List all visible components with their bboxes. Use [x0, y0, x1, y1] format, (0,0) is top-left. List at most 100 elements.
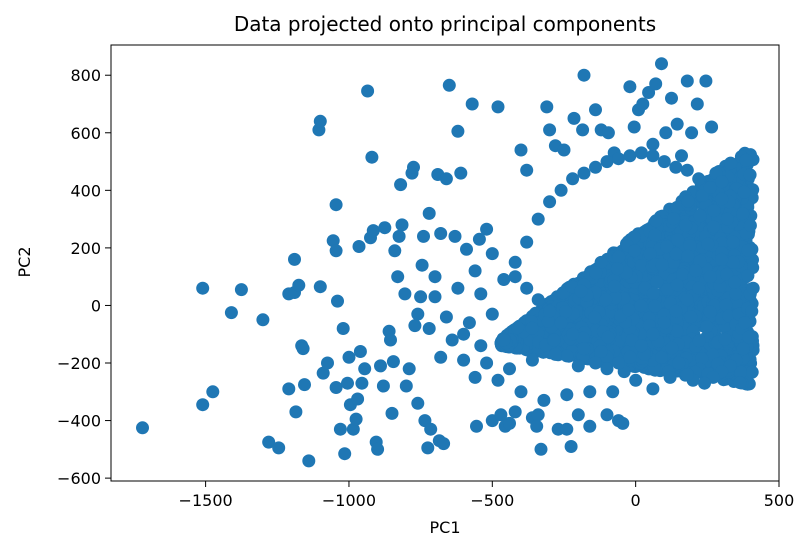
- data-point: [726, 255, 740, 269]
- data-point: [646, 286, 660, 300]
- data-point: [703, 181, 717, 194]
- data-point: [289, 405, 303, 419]
- data-point: [470, 419, 483, 433]
- data-point: [540, 100, 554, 114]
- data-point: [600, 362, 614, 376]
- data-point: [525, 353, 539, 367]
- data-point: [646, 137, 660, 151]
- plot-frame: [110, 44, 780, 482]
- data-point: [468, 264, 482, 278]
- data-point: [689, 264, 703, 278]
- data-point: [491, 100, 505, 114]
- data-point: [701, 237, 715, 251]
- data-point: [636, 97, 650, 111]
- data-point: [282, 382, 296, 396]
- data-point: [746, 281, 760, 295]
- data-point: [719, 298, 733, 312]
- data-point: [724, 156, 738, 170]
- data-point: [643, 247, 657, 261]
- data-point: [288, 252, 301, 266]
- y-tick-label: 0: [91, 296, 101, 315]
- data-point: [577, 68, 591, 82]
- data-point: [422, 206, 436, 220]
- data-point: [599, 293, 613, 307]
- data-point: [411, 396, 425, 410]
- data-point: [417, 229, 430, 243]
- data-point: [627, 120, 641, 134]
- data-point: [601, 330, 615, 344]
- data-point: [326, 234, 340, 248]
- data-point: [692, 334, 706, 348]
- data-point: [649, 214, 663, 228]
- x-tick-label: 0: [631, 491, 641, 510]
- data-point: [693, 209, 707, 223]
- data-point: [680, 368, 694, 381]
- x-tick-label: −500: [470, 491, 514, 510]
- data-point: [680, 163, 694, 177]
- data-point: [715, 192, 729, 206]
- data-point: [514, 385, 528, 399]
- data-point: [657, 155, 671, 169]
- data-point: [576, 123, 590, 137]
- data-point: [543, 195, 557, 209]
- data-point: [234, 283, 248, 297]
- data-point: [428, 290, 442, 304]
- data-point: [503, 362, 516, 376]
- data-point: [531, 408, 545, 422]
- data-point: [685, 126, 699, 140]
- data-point: [358, 362, 372, 376]
- data-point: [451, 281, 465, 295]
- data-point: [660, 240, 674, 254]
- data-point: [442, 78, 456, 92]
- data-point: [634, 299, 648, 313]
- data-point: [665, 341, 679, 355]
- data-point: [508, 270, 522, 284]
- data-point: [700, 320, 714, 334]
- data-point: [676, 267, 689, 281]
- data-point: [608, 291, 622, 305]
- data-point: [616, 416, 630, 430]
- data-point: [623, 350, 637, 364]
- data-point: [601, 126, 615, 140]
- data-point: [445, 333, 459, 347]
- data-point: [692, 281, 706, 295]
- data-point: [411, 307, 425, 321]
- data-point: [726, 235, 740, 249]
- x-tick-label: 500: [764, 491, 795, 510]
- data-point: [589, 103, 602, 117]
- data-point: [560, 349, 574, 363]
- data-point: [715, 175, 729, 189]
- data-point: [684, 310, 698, 324]
- data-point: [329, 381, 343, 394]
- data-point: [333, 422, 347, 436]
- data-point: [679, 218, 693, 232]
- data-point: [497, 273, 511, 286]
- x-axis: −1500 −1000 −500 0 500: [179, 481, 795, 510]
- y-tick-label: 800: [70, 66, 101, 85]
- data-point: [525, 321, 539, 335]
- y-tick-label: −600: [57, 469, 101, 488]
- data-point: [600, 408, 614, 422]
- data-point: [349, 412, 363, 426]
- data-point: [351, 392, 365, 406]
- data-point: [224, 306, 238, 320]
- data-point: [543, 123, 557, 137]
- data-point: [566, 172, 580, 186]
- data-point: [434, 227, 448, 240]
- data-point: [376, 379, 390, 393]
- data-point: [660, 283, 674, 296]
- data-point: [655, 57, 668, 71]
- data-point: [256, 313, 270, 327]
- data-point: [741, 243, 755, 257]
- data-point: [566, 327, 580, 341]
- data-point: [667, 212, 681, 226]
- data-point: [628, 244, 642, 258]
- data-point: [680, 74, 694, 88]
- data-point: [428, 270, 442, 284]
- data-point: [448, 229, 462, 243]
- data-point: [634, 259, 648, 273]
- data-point: [743, 168, 757, 182]
- data-point: [589, 266, 603, 280]
- data-point: [649, 77, 663, 91]
- data-point: [705, 120, 719, 134]
